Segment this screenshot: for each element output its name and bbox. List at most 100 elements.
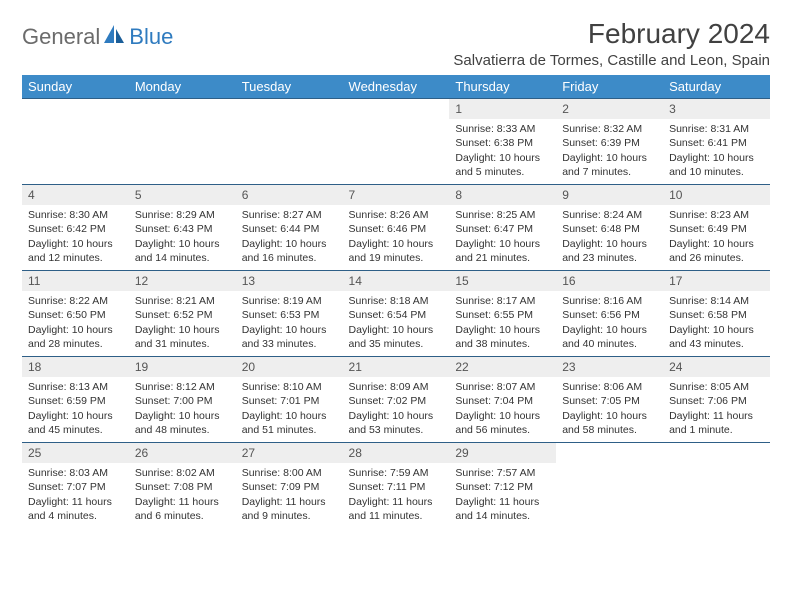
day-body: Sunrise: 8:32 AMSunset: 6:39 PMDaylight:… xyxy=(556,119,663,181)
logo: General Blue xyxy=(22,24,173,50)
day-number: 13 xyxy=(236,271,343,291)
calendar-day-cell: 17Sunrise: 8:14 AMSunset: 6:58 PMDayligh… xyxy=(663,271,770,357)
calendar-day-cell: 13 Sunrise: 8:19 AMSunset: 6:53 PMDayligh… xyxy=(236,271,343,357)
day-number: 6 xyxy=(236,185,343,205)
weekday-header: Wednesday xyxy=(343,75,450,99)
calendar-day-cell: 29Sunrise: 7:57 AMSunset: 7:12 PMDayligh… xyxy=(449,443,556,529)
sunset-line: Sunset: 6:53 PM xyxy=(242,308,337,322)
sunrise-line: Sunrise: 8:21 AM xyxy=(135,294,230,308)
daylight-line: Daylight: 10 hours and 21 minutes. xyxy=(455,237,550,265)
calendar-day-cell xyxy=(663,443,770,529)
sunrise-line: Sunrise: 7:59 AM xyxy=(349,466,444,480)
sunrise-line: Sunrise: 8:19 AM xyxy=(242,294,337,308)
sunrise-line: Sunrise: 8:24 AM xyxy=(562,208,657,222)
daylight-line: Daylight: 11 hours and 9 minutes. xyxy=(242,495,337,523)
sunset-line: Sunset: 7:02 PM xyxy=(349,394,444,408)
calendar-day-cell: 20Sunrise: 8:10 AMSunset: 7:01 PMDayligh… xyxy=(236,357,343,443)
day-body: Sunrise: 8:21 AMSunset: 6:52 PMDaylight:… xyxy=(129,291,236,353)
day-number: 21 xyxy=(343,357,450,377)
sunset-line: Sunset: 6:46 PM xyxy=(349,222,444,236)
daylight-line: Daylight: 10 hours and 31 minutes. xyxy=(135,323,230,351)
calendar-day-cell: 8Sunrise: 8:25 AMSunset: 6:47 PMDaylight… xyxy=(449,185,556,271)
sunrise-line: Sunrise: 8:00 AM xyxy=(242,466,337,480)
sunset-line: Sunset: 6:41 PM xyxy=(669,136,764,150)
sunset-line: Sunset: 7:05 PM xyxy=(562,394,657,408)
sunrise-line: Sunrise: 8:30 AM xyxy=(28,208,123,222)
calendar-day-cell: 18Sunrise: 8:13 AMSunset: 6:59 PMDayligh… xyxy=(22,357,129,443)
day-body: Sunrise: 8:03 AMSunset: 7:07 PMDaylight:… xyxy=(22,463,129,525)
calendar-day-cell: 24Sunrise: 8:05 AMSunset: 7:06 PMDayligh… xyxy=(663,357,770,443)
sunset-line: Sunset: 6:47 PM xyxy=(455,222,550,236)
calendar-day-cell xyxy=(343,99,450,185)
sunrise-line: Sunrise: 8:23 AM xyxy=(669,208,764,222)
daylight-line: Daylight: 11 hours and 14 minutes. xyxy=(455,495,550,523)
sunset-line: Sunset: 7:09 PM xyxy=(242,480,337,494)
sunrise-line: Sunrise: 8:22 AM xyxy=(28,294,123,308)
calendar-day-cell: 5Sunrise: 8:29 AMSunset: 6:43 PMDaylight… xyxy=(129,185,236,271)
sunset-line: Sunset: 6:49 PM xyxy=(669,222,764,236)
daylight-line: Daylight: 10 hours and 33 minutes. xyxy=(242,323,337,351)
header: General Blue February 2024 Salvatierra d… xyxy=(22,18,770,69)
day-body: Sunrise: 8:17 AMSunset: 6:55 PMDaylight:… xyxy=(449,291,556,353)
day-body: Sunrise: 8:23 AMSunset: 6:49 PMDaylight:… xyxy=(663,205,770,267)
sunset-line: Sunset: 6:43 PM xyxy=(135,222,230,236)
day-number: 16 xyxy=(556,271,663,291)
day-body: Sunrise: 8:02 AMSunset: 7:08 PMDaylight:… xyxy=(129,463,236,525)
daylight-line: Daylight: 10 hours and 16 minutes. xyxy=(242,237,337,265)
day-body: Sunrise: 8:27 AMSunset: 6:44 PMDaylight:… xyxy=(236,205,343,267)
weekday-header: Saturday xyxy=(663,75,770,99)
sunrise-line: Sunrise: 8:07 AM xyxy=(455,380,550,394)
calendar-day-cell: 12Sunrise: 8:21 AMSunset: 6:52 PMDayligh… xyxy=(129,271,236,357)
day-body: Sunrise: 8:25 AMSunset: 6:47 PMDaylight:… xyxy=(449,205,556,267)
calendar-day-cell: 14Sunrise: 8:18 AMSunset: 6:54 PMDayligh… xyxy=(343,271,450,357)
day-number: 27 xyxy=(236,443,343,463)
calendar-day-cell: 7Sunrise: 8:26 AMSunset: 6:46 PMDaylight… xyxy=(343,185,450,271)
sunrise-line: Sunrise: 8:31 AM xyxy=(669,122,764,136)
calendar-day-cell: 21Sunrise: 8:09 AMSunset: 7:02 PMDayligh… xyxy=(343,357,450,443)
month-title: February 2024 xyxy=(453,18,770,50)
sunrise-line: Sunrise: 8:03 AM xyxy=(28,466,123,480)
day-number: 8 xyxy=(449,185,556,205)
sunset-line: Sunset: 7:07 PM xyxy=(28,480,123,494)
day-body: Sunrise: 8:00 AMSunset: 7:09 PMDaylight:… xyxy=(236,463,343,525)
sunrise-line: Sunrise: 8:14 AM xyxy=(669,294,764,308)
daylight-line: Daylight: 10 hours and 5 minutes. xyxy=(455,151,550,179)
calendar-day-cell: 16Sunrise: 8:16 AMSunset: 6:56 PMDayligh… xyxy=(556,271,663,357)
calendar-day-cell: 4Sunrise: 8:30 AMSunset: 6:42 PMDaylight… xyxy=(22,185,129,271)
day-number: 19 xyxy=(129,357,236,377)
calendar-day-cell: 10Sunrise: 8:23 AMSunset: 6:49 PMDayligh… xyxy=(663,185,770,271)
daylight-line: Daylight: 10 hours and 10 minutes. xyxy=(669,151,764,179)
daylight-line: Daylight: 10 hours and 58 minutes. xyxy=(562,409,657,437)
day-number: 3 xyxy=(663,99,770,119)
day-body: Sunrise: 8:09 AMSunset: 7:02 PMDaylight:… xyxy=(343,377,450,439)
sunset-line: Sunset: 6:54 PM xyxy=(349,308,444,322)
day-body: Sunrise: 8:07 AMSunset: 7:04 PMDaylight:… xyxy=(449,377,556,439)
sunset-line: Sunset: 7:04 PM xyxy=(455,394,550,408)
sunrise-line: Sunrise: 8:06 AM xyxy=(562,380,657,394)
sunrise-line: Sunrise: 8:02 AM xyxy=(135,466,230,480)
day-number: 7 xyxy=(343,185,450,205)
sunrise-line: Sunrise: 8:25 AM xyxy=(455,208,550,222)
day-number: 1 xyxy=(449,99,556,119)
day-body: Sunrise: 8:16 AMSunset: 6:56 PMDaylight:… xyxy=(556,291,663,353)
daylight-line: Daylight: 10 hours and 14 minutes. xyxy=(135,237,230,265)
sunset-line: Sunset: 6:59 PM xyxy=(28,394,123,408)
day-body: Sunrise: 8:24 AMSunset: 6:48 PMDaylight:… xyxy=(556,205,663,267)
day-number: 10 xyxy=(663,185,770,205)
calendar-table: SundayMondayTuesdayWednesdayThursdayFrid… xyxy=(22,75,770,529)
title-block: February 2024 Salvatierra de Tormes, Cas… xyxy=(453,18,770,69)
daylight-line: Daylight: 11 hours and 4 minutes. xyxy=(28,495,123,523)
day-number: 20 xyxy=(236,357,343,377)
sunrise-line: Sunrise: 8:16 AM xyxy=(562,294,657,308)
day-number: 15 xyxy=(449,271,556,291)
calendar-day-cell: 23Sunrise: 8:06 AMSunset: 7:05 PMDayligh… xyxy=(556,357,663,443)
day-body: Sunrise: 8:22 AMSunset: 6:50 PMDaylight:… xyxy=(22,291,129,353)
day-body: Sunrise: 8:18 AMSunset: 6:54 PMDaylight:… xyxy=(343,291,450,353)
daylight-line: Daylight: 10 hours and 56 minutes. xyxy=(455,409,550,437)
calendar-day-cell xyxy=(129,99,236,185)
calendar-day-cell: 3 Sunrise: 8:31 AMSunset: 6:41 PMDaylight… xyxy=(663,99,770,185)
sunset-line: Sunset: 6:44 PM xyxy=(242,222,337,236)
sunset-line: Sunset: 6:42 PM xyxy=(28,222,123,236)
calendar-day-cell: 27Sunrise: 8:00 AMSunset: 7:09 PMDayligh… xyxy=(236,443,343,529)
calendar-day-cell: 22Sunrise: 8:07 AMSunset: 7:04 PMDayligh… xyxy=(449,357,556,443)
